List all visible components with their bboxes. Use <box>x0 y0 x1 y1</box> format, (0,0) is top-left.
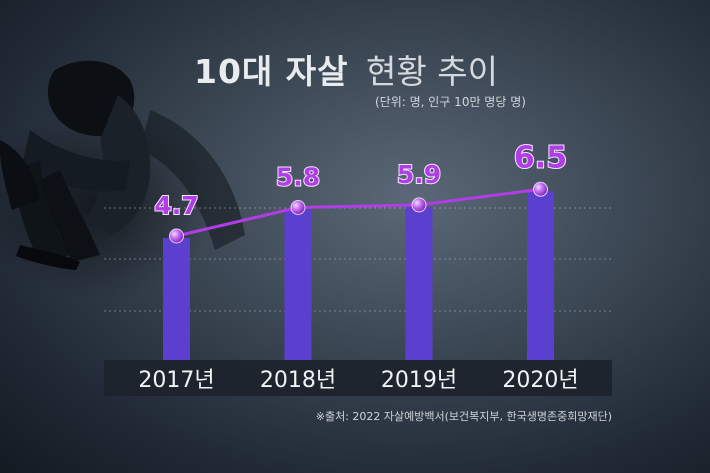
bar <box>284 209 312 360</box>
bar <box>405 206 433 360</box>
category-band <box>104 360 612 396</box>
line-point <box>411 197 427 213</box>
category-label: 2017년 <box>138 368 214 393</box>
category-label: 2019년 <box>381 368 457 393</box>
trend-line-series <box>169 181 548 244</box>
data-label: 4.7 <box>154 191 198 220</box>
value-labels: 4.7 5.8 5.9 6.5 <box>153 139 568 221</box>
unit-note: (단위: 명, 인구 10만 명당 명) <box>375 95 526 109</box>
source-note: ※출처: 2022 자살예방백서(보건복지부, 한국생명존중희망재단) <box>316 410 612 423</box>
chart-title-regular: 현황 추이 <box>366 52 498 91</box>
line-point <box>169 228 184 244</box>
category-label: 2020년 <box>502 368 578 393</box>
line-point <box>290 200 306 215</box>
chart-title-bold: 10대 자살 <box>194 52 349 91</box>
line-point <box>533 181 548 197</box>
data-label: 5.9 <box>397 160 441 189</box>
data-label: 5.8 <box>276 163 320 192</box>
bar <box>527 191 554 360</box>
bar-series <box>163 191 554 360</box>
chart-title: 10대 자살 현황 추이 <box>194 52 498 91</box>
sitting-figure-silhouette <box>0 60 245 300</box>
category-labels: 2017년 2018년 2019년 2020년 <box>138 368 578 393</box>
data-label: 6.5 <box>514 140 567 175</box>
category-label: 2018년 <box>260 368 336 393</box>
trend-line <box>176 187 541 238</box>
bar <box>163 238 190 360</box>
